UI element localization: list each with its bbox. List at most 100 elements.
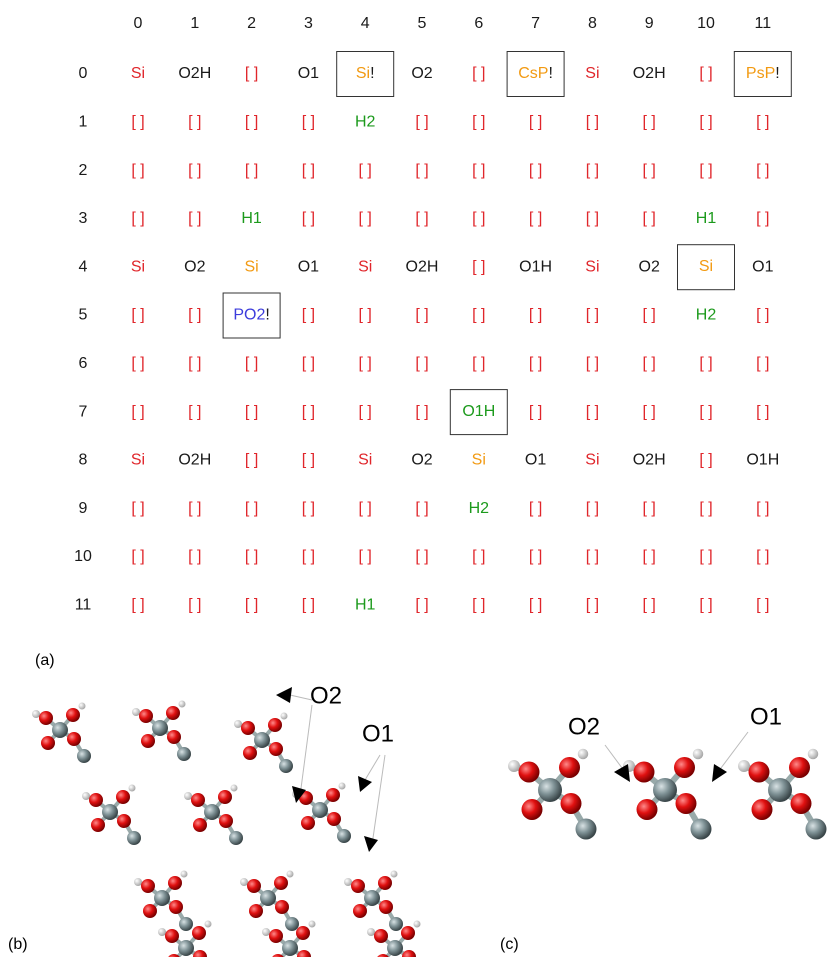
row-header: 4 [79,258,88,275]
cell: [ ] [756,162,769,179]
column-header: 8 [588,15,597,32]
cell: H1 [241,210,262,227]
cell: [ ] [131,597,144,614]
cell: [ ] [245,500,258,517]
cell: [ ] [699,452,712,469]
cell: O2 [639,258,660,275]
cell: [ ] [188,162,201,179]
cell: [ ] [529,597,542,614]
cell: [ ] [529,355,542,372]
row-header: 3 [79,210,88,227]
cell: [ ] [472,258,485,275]
cell: [ ] [302,210,315,227]
column-header: 1 [190,15,199,32]
cell: [ ] [131,114,144,131]
cell: [ ] [131,307,144,324]
column-header: 11 [754,15,771,32]
cell: [ ] [131,403,144,420]
cell: Si [358,452,372,469]
cell: O2H [633,452,666,469]
column-header: 2 [247,15,256,32]
cell: [ ] [699,597,712,614]
cell: [ ] [188,114,201,131]
cell: Si! [356,65,375,82]
cell: [ ] [643,355,656,372]
annotation: O2 [310,682,342,709]
cell: [ ] [359,403,372,420]
cell-suffix: ! [548,65,552,82]
cell: [ ] [131,355,144,372]
cell: [ ] [643,114,656,131]
cell: [ ] [756,548,769,565]
cell: [ ] [188,500,201,517]
cell: [ ] [359,210,372,227]
cell: [ ] [472,307,485,324]
cell: O2 [411,65,432,82]
cell: [ ] [415,307,428,324]
cell: [ ] [245,114,258,131]
column-header: 10 [697,15,715,32]
cell: O1H [746,452,779,469]
cell: [ ] [415,355,428,372]
cell: O1 [752,258,773,275]
cell: [ ] [586,500,599,517]
annotation: O2 [568,713,600,740]
cell: [ ] [756,307,769,324]
column-header: 3 [304,15,313,32]
cell: [ ] [699,114,712,131]
cell: [ ] [245,65,258,82]
cell: O2 [411,452,432,469]
cell: [ ] [245,403,258,420]
panel-label: (b) [8,936,28,953]
cell: H2 [696,307,717,324]
cell: [ ] [643,210,656,227]
row-header: 5 [79,307,88,324]
cell: [ ] [302,307,315,324]
cell: [ ] [188,355,201,372]
cell-text: Si [356,65,370,82]
cell: [ ] [131,500,144,517]
cell: [ ] [472,548,485,565]
cell: [ ] [586,403,599,420]
cell: [ ] [245,452,258,469]
cell: [ ] [245,548,258,565]
cell: [ ] [529,162,542,179]
cell: [ ] [188,210,201,227]
row-header: 0 [79,65,88,82]
cell: [ ] [699,548,712,565]
cell: [ ] [302,114,315,131]
column-header: 7 [531,15,540,32]
cell: [ ] [359,307,372,324]
cell: [ ] [245,597,258,614]
cell: [ ] [699,65,712,82]
cell: [ ] [643,403,656,420]
cell: O2 [184,258,205,275]
cell: [ ] [472,210,485,227]
column-header: 9 [645,15,654,32]
cell: [ ] [302,548,315,565]
annotation: O1 [750,703,782,730]
cell: [ ] [415,597,428,614]
cell: [ ] [643,307,656,324]
cell: [ ] [131,162,144,179]
cell: H1 [355,597,376,614]
cell: H1 [696,210,717,227]
cell: [ ] [188,597,201,614]
cell: [ ] [699,500,712,517]
cell: O1 [298,258,319,275]
cell: [ ] [756,500,769,517]
cell: [ ] [699,355,712,372]
cell: Si [358,258,372,275]
cell: [ ] [359,162,372,179]
cell: Si [131,65,145,82]
cell: [ ] [586,307,599,324]
cell: O1H [462,403,495,420]
cell-text: PsP [746,65,775,82]
cell: [ ] [756,403,769,420]
column-header: 6 [474,15,483,32]
cell-text: O1H [462,403,495,420]
column-header: 4 [361,15,370,32]
arrowheads [276,687,727,852]
cell: Si [131,452,145,469]
cell: [ ] [415,210,428,227]
